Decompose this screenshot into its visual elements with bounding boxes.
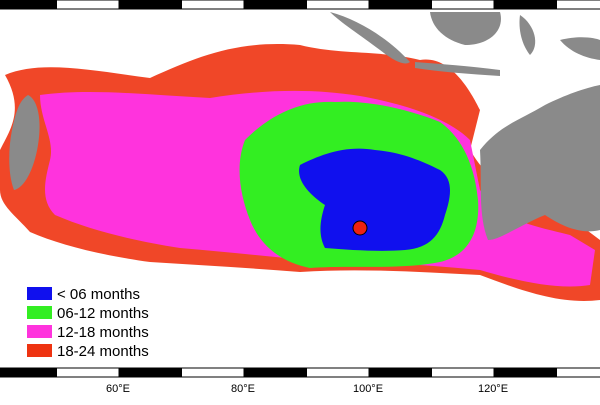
border-segment: [557, 368, 600, 377]
border-segment: [432, 0, 495, 9]
border-segment: [182, 368, 245, 377]
legend-label: < 06 months: [57, 286, 140, 303]
border-segment: [119, 368, 182, 377]
border-segment: [0, 368, 57, 377]
longitude-label: 100°E: [353, 383, 383, 395]
border-segment: [0, 0, 57, 9]
longitude-label: 120°E: [478, 383, 508, 395]
legend-label: 12-18 months: [57, 324, 149, 341]
longitude-label: 60°E: [106, 383, 130, 395]
border-segment: [57, 368, 120, 377]
legend-label: 18-24 months: [57, 343, 149, 360]
border-segment: [119, 0, 182, 9]
border-segment: [244, 0, 307, 9]
border-segment: [244, 368, 307, 377]
legend-swatch: [27, 306, 52, 319]
legend-swatch: [27, 287, 52, 300]
border-segment: [182, 0, 245, 9]
legend-swatch: [27, 344, 52, 357]
border-segment: [494, 368, 557, 377]
border-segment: [307, 0, 370, 9]
border-segment: [369, 0, 432, 9]
search-marker: [353, 221, 367, 235]
border-segment: [432, 368, 495, 377]
longitude-label: 80°E: [231, 383, 255, 395]
border-segment: [494, 0, 557, 9]
legend-label: 06-12 months: [57, 305, 149, 322]
border-segment: [307, 368, 370, 377]
legend-swatch: [27, 325, 52, 338]
border-segment: [57, 0, 120, 9]
border-segment: [369, 368, 432, 377]
border-segment: [557, 0, 600, 9]
